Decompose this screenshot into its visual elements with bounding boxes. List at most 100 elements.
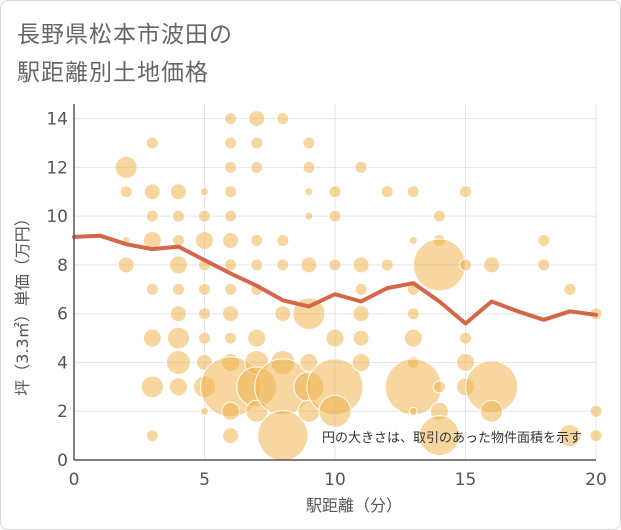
data-point bbox=[198, 307, 211, 321]
data-point bbox=[143, 183, 161, 201]
data-point bbox=[224, 282, 238, 296]
data-point bbox=[480, 399, 504, 423]
data-point bbox=[563, 282, 577, 296]
data-point bbox=[418, 415, 460, 457]
y-tick-label: 0 bbox=[57, 451, 68, 471]
y-axis-label: 坪（3.3㎡）単価（万円） bbox=[13, 210, 32, 395]
y-tick-label: 10 bbox=[46, 207, 68, 227]
data-point bbox=[352, 305, 370, 323]
data-point bbox=[354, 282, 368, 296]
data-point bbox=[250, 258, 264, 272]
data-point bbox=[589, 404, 603, 418]
data-point bbox=[221, 401, 241, 421]
data-point bbox=[224, 209, 238, 223]
average-price-line bbox=[72, 233, 598, 326]
data-point bbox=[408, 236, 418, 246]
data-point bbox=[200, 406, 209, 416]
data-point bbox=[169, 183, 187, 201]
data-point bbox=[408, 406, 418, 416]
data-point bbox=[168, 377, 188, 397]
data-point bbox=[459, 331, 472, 345]
data-point bbox=[459, 185, 472, 199]
y-tick-label: 2 bbox=[57, 402, 68, 422]
data-point bbox=[589, 429, 603, 443]
chart-title-line-2: 駅距離別土地価格 bbox=[17, 60, 209, 86]
data-point bbox=[537, 258, 551, 272]
data-point bbox=[483, 256, 501, 274]
data-point bbox=[328, 209, 342, 223]
data-point bbox=[304, 211, 314, 221]
axes: 0 5 10 15 20 0 2 4 6 8 10 12 14 bbox=[46, 104, 607, 490]
data-point bbox=[145, 209, 159, 223]
data-point bbox=[250, 234, 264, 248]
data-point bbox=[198, 331, 211, 345]
data-point bbox=[432, 209, 446, 223]
y-tick-label: 4 bbox=[57, 353, 68, 373]
x-tick-label: 10 bbox=[324, 470, 346, 490]
x-tick-label: 15 bbox=[455, 470, 477, 490]
data-point bbox=[250, 136, 264, 150]
data-point bbox=[403, 328, 423, 348]
data-point bbox=[224, 331, 238, 345]
data-point bbox=[145, 429, 159, 443]
data-point bbox=[354, 160, 368, 174]
data-point bbox=[224, 160, 238, 174]
data-point bbox=[352, 329, 370, 347]
data-point bbox=[459, 258, 472, 272]
data-point bbox=[168, 255, 188, 275]
data-point bbox=[380, 258, 394, 272]
data-point bbox=[247, 328, 267, 348]
data-point bbox=[276, 258, 290, 272]
data-point bbox=[145, 282, 159, 296]
data-point bbox=[222, 427, 240, 445]
data-point bbox=[165, 349, 191, 375]
data-point bbox=[304, 187, 314, 197]
data-point bbox=[276, 112, 290, 126]
data-point bbox=[200, 187, 209, 197]
data-point bbox=[274, 305, 292, 323]
data-point bbox=[224, 136, 238, 150]
data-point bbox=[412, 238, 466, 292]
data-point bbox=[224, 112, 238, 126]
data-point bbox=[166, 326, 190, 350]
data-point bbox=[117, 256, 135, 274]
data-point bbox=[142, 328, 162, 348]
data-point bbox=[114, 155, 138, 179]
data-point bbox=[276, 234, 290, 248]
data-point bbox=[302, 160, 316, 174]
data-point bbox=[432, 380, 446, 394]
data-point bbox=[145, 136, 159, 150]
data-point bbox=[119, 185, 133, 199]
data-point bbox=[198, 209, 211, 223]
y-tick-label: 8 bbox=[57, 256, 68, 276]
x-axis-label: 駅距離（分） bbox=[306, 496, 402, 515]
data-point bbox=[380, 185, 394, 199]
data-point bbox=[224, 258, 238, 272]
data-point bbox=[171, 282, 185, 296]
y-tick-label: 14 bbox=[46, 110, 68, 130]
x-tick-label: 5 bbox=[199, 470, 210, 490]
average-price-line-group bbox=[72, 233, 598, 326]
data-point bbox=[302, 136, 316, 150]
bubble-size-note: 円の大きさは、取引のあった物件面積を示す bbox=[322, 431, 582, 446]
data-point bbox=[537, 234, 551, 248]
data-point bbox=[248, 110, 266, 128]
data-point bbox=[352, 256, 370, 274]
y-tick-label: 6 bbox=[57, 305, 68, 325]
data-point bbox=[224, 185, 238, 199]
data-point bbox=[328, 258, 342, 272]
data-point bbox=[222, 232, 240, 250]
data-point bbox=[198, 282, 211, 296]
chart-title-line-1: 長野県松本市波田の bbox=[17, 22, 233, 48]
data-point bbox=[351, 352, 371, 372]
data-point bbox=[328, 185, 342, 199]
transaction-bubbles bbox=[114, 110, 603, 462]
y-tick-label: 12 bbox=[46, 158, 68, 178]
x-tick-label: 0 bbox=[69, 470, 80, 490]
data-point bbox=[558, 424, 582, 448]
data-point bbox=[195, 231, 214, 251]
data-point bbox=[300, 256, 318, 274]
data-point bbox=[250, 160, 264, 174]
